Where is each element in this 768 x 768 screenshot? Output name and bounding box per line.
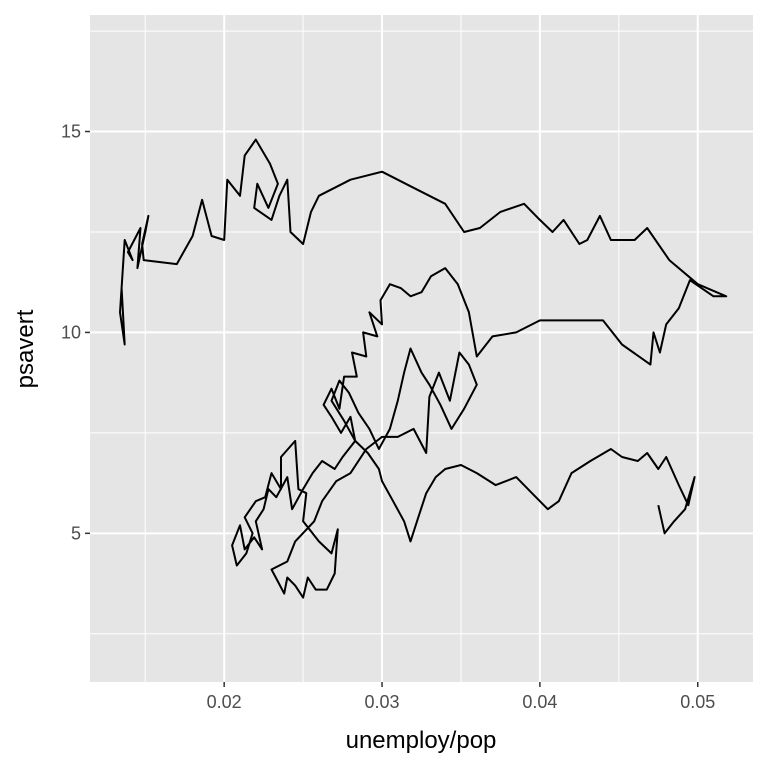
- y-axis-title: psavert: [12, 309, 39, 388]
- grid-major: [90, 15, 753, 682]
- y-tick-label: 15: [61, 122, 81, 142]
- x-axis-title: unemploy/pop: [346, 727, 497, 754]
- x-tick-label: 0.05: [680, 692, 715, 712]
- y-tick-label: 10: [61, 322, 81, 342]
- x-tick-label: 0.02: [207, 692, 242, 712]
- tick-labels: 0.02 0.03 0.04 0.05 5 10 15: [61, 122, 715, 712]
- axis-ticks: [85, 130, 699, 687]
- series-layer: [119, 138, 728, 599]
- x-tick-label: 0.03: [365, 692, 400, 712]
- grid-minor: [90, 15, 753, 682]
- y-tick-label: 5: [71, 523, 81, 543]
- panel-background: [90, 15, 753, 682]
- series-line: [119, 138, 728, 599]
- x-tick-label: 0.04: [522, 692, 557, 712]
